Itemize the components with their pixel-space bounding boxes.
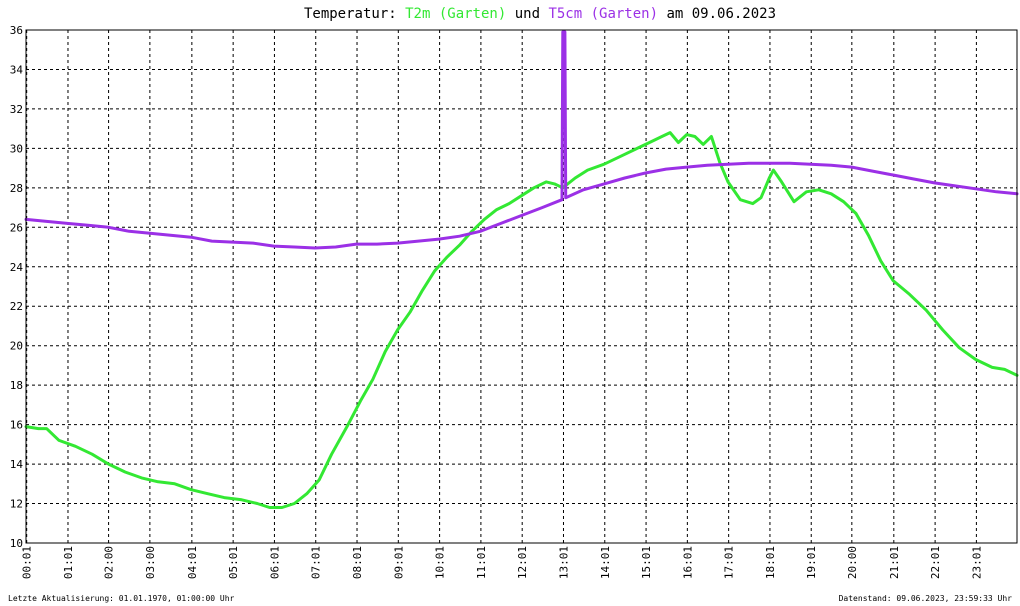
x-axis-ticks: 00:01 01:01 02:00 03:00 04:01 05:01 06:01 07:01… (21, 546, 984, 579)
x-tick-label: 17:01 (723, 546, 736, 579)
x-tick-label: 00:01 (21, 546, 34, 579)
title-segment: am 09.06.2023 (658, 6, 776, 22)
x-tick-label: 05:01 (227, 546, 240, 579)
y-tick-label: 30 (10, 142, 23, 155)
series-lines (24, 30, 1019, 509)
x-tick-label: 20:00 (846, 546, 859, 579)
x-tick-label: 14:01 (599, 546, 612, 579)
y-tick-label: 20 (10, 340, 23, 353)
chart-title: Temperatur: T2m (Garten) und T5cm (Garte… (304, 6, 776, 22)
x-tick-label: 22:01 (929, 546, 942, 579)
x-tick-label: 10:01 (434, 546, 447, 579)
y-tick-label: 12 (10, 498, 23, 511)
x-tick-label: 18:01 (764, 546, 777, 579)
y-tick-label: 32 (10, 103, 23, 116)
y-tick-label: 28 (10, 182, 23, 195)
series-line (24, 131, 1019, 509)
x-tick-label: 11:01 (475, 546, 488, 579)
x-tick-label: 06:01 (268, 546, 281, 579)
y-tick-label: 24 (10, 261, 24, 274)
y-tick-label: 22 (10, 300, 23, 313)
y-tick-label: 10 (10, 537, 23, 550)
plot-frame (25, 29, 1018, 544)
y-tick-label: 18 (10, 379, 23, 392)
x-tick-label: 21:01 (888, 546, 901, 579)
x-tick-label: 19:01 (805, 546, 818, 579)
x-tick-label: 01:01 (62, 546, 75, 579)
footer-last-update: Letzte Aktualisierung: 01.01.1970, 01:00… (8, 594, 235, 603)
x-tick-label: 23:01 (970, 546, 983, 579)
x-tick-label: 15:01 (640, 546, 653, 579)
x-tick-label: 04:01 (186, 546, 199, 579)
x-tick-label: 12:01 (516, 546, 529, 579)
y-tick-label: 34 (10, 63, 24, 76)
grid (26, 30, 1017, 543)
title-segment: T2m (Garten) (405, 6, 506, 22)
x-tick-label: 03:00 (144, 546, 157, 579)
y-tick-label: 16 (10, 419, 23, 432)
title-segment: Temperatur: (304, 6, 405, 22)
title-segment: und (506, 6, 548, 22)
x-tick-label: 02:00 (103, 546, 116, 579)
x-tick-label: 09:01 (392, 546, 405, 579)
series-line (24, 30, 1019, 250)
x-tick-label: 08:01 (351, 546, 364, 579)
y-axis-ticks: 10 12 14 16 18 20 22 24 26 28 30 32 34 36 (10, 24, 24, 550)
title-segment: T5cm (Garten) (548, 6, 658, 22)
x-tick-label: 13:01 (557, 546, 570, 579)
y-tick-label: 36 (10, 24, 23, 37)
x-tick-label: 07:01 (310, 546, 323, 579)
footer-data-status: Datenstand: 09.06.2023, 23:59:33 Uhr (839, 594, 1013, 603)
y-tick-label: 14 (10, 458, 24, 471)
x-tick-label: 16:01 (681, 546, 694, 579)
y-tick-label: 26 (10, 221, 23, 234)
